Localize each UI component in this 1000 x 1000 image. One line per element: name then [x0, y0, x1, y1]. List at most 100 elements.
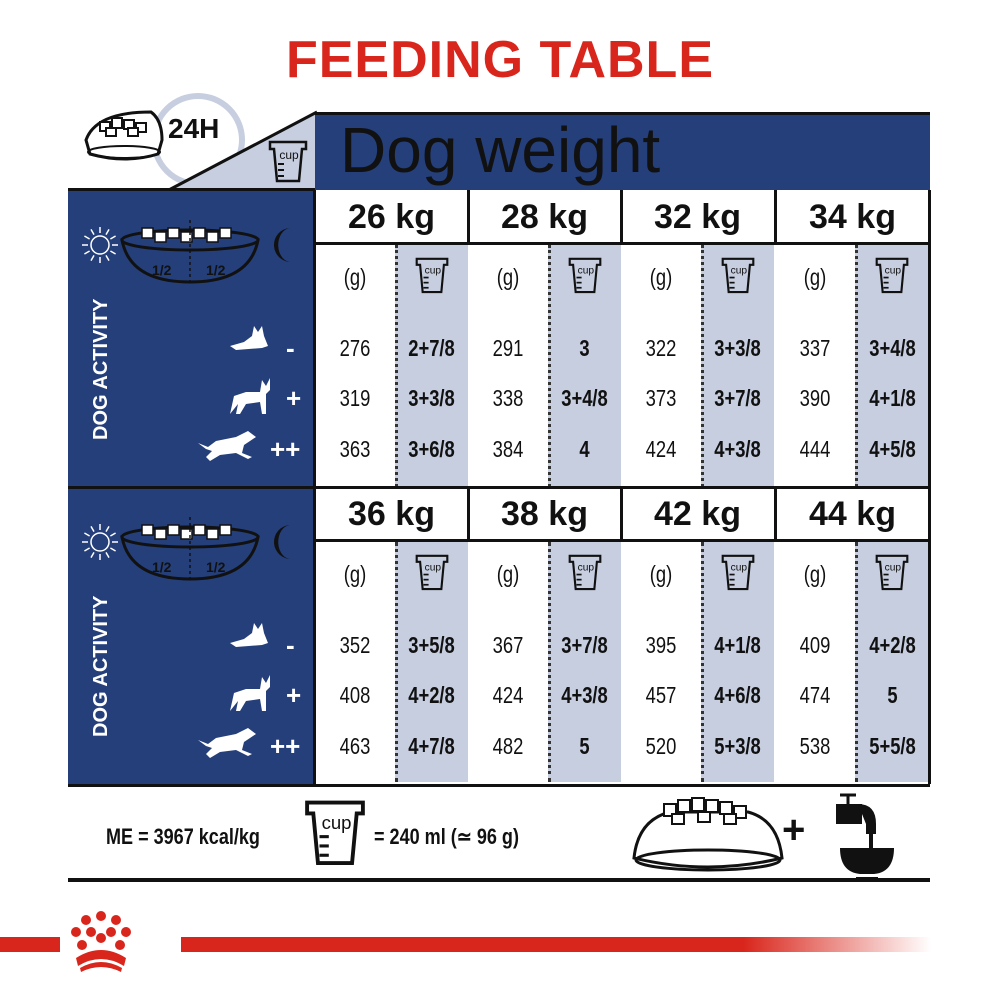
column-divider: [620, 190, 623, 245]
period-label: 24H: [168, 113, 220, 144]
cups-value: 4+6/8: [714, 682, 761, 708]
grams-value: 482: [492, 733, 524, 759]
grams-value: 363: [339, 436, 371, 462]
grams-value: 352: [339, 632, 371, 658]
cups-value: 4: [579, 436, 590, 462]
column-divider: [467, 487, 470, 542]
cup-equivalence: = 240 ml (≃ 96 g): [374, 824, 519, 849]
grams-value: 338: [492, 385, 524, 411]
grams-value: 384: [492, 436, 524, 462]
grams-value: 538: [799, 733, 831, 759]
svg-text:cup: cup: [279, 148, 299, 162]
cup-icon: cup: [415, 553, 449, 596]
column-divider: [620, 487, 623, 542]
column-divider: [313, 190, 316, 487]
svg-text:cup: cup: [578, 562, 595, 573]
dog-weight-header: [315, 112, 930, 191]
cups-value: 5+3/8: [714, 733, 761, 759]
dog-weight-label: Dog weight: [340, 114, 661, 186]
grams-unit-label: (g): [649, 264, 673, 290]
weight-header-cell: 38 kg: [468, 487, 621, 542]
grams-unit-label: (g): [496, 264, 520, 290]
corner-diagonal: [164, 110, 318, 194]
cups-value: 3: [579, 335, 590, 361]
food-bowl-icon: [632, 797, 784, 872]
grams-value: 424: [492, 682, 524, 708]
column-divider: [313, 487, 316, 784]
svg-text:cup: cup: [425, 265, 442, 276]
cup-subcolumn: [395, 245, 468, 487]
cups-value: 3+7/8: [714, 385, 761, 411]
cup-subcolumn: [855, 542, 930, 782]
cups-value: 3+3/8: [714, 335, 761, 361]
dog-activity-label: DOG ACTIVITY: [90, 595, 112, 737]
weight-header-cell: 26 kg: [315, 190, 468, 245]
cups-value: 3+3/8: [408, 385, 455, 411]
cups-value: 4+2/8: [408, 682, 455, 708]
svg-text:cup: cup: [425, 562, 442, 573]
dog-activity-level-icon: [230, 326, 268, 350]
cup-subcolumn: [548, 245, 621, 487]
svg-text:cup: cup: [885, 265, 902, 276]
brand-bar: [181, 937, 931, 952]
cup-icon: cup: [268, 138, 308, 189]
svg-text:cup: cup: [322, 812, 352, 833]
grams-value: 322: [645, 335, 677, 361]
dog-activity-level-icon: [230, 675, 270, 711]
grams-value: 291: [492, 335, 524, 361]
half-portion-label: 1/2: [152, 559, 172, 575]
weight-header-cell: 36 kg: [315, 487, 468, 542]
column-divider: [928, 487, 931, 784]
cup-icon: cup: [415, 256, 449, 299]
day-night-bowl-icon: [82, 220, 292, 286]
grams-value: 463: [339, 733, 371, 759]
svg-text:cup: cup: [731, 562, 748, 573]
cup-subcolumn: [701, 542, 774, 782]
grams-value: 373: [645, 385, 677, 411]
cups-value: 3+5/8: [408, 632, 455, 658]
cup-icon: cup: [304, 796, 366, 873]
day-night-bowl-icon: [82, 517, 292, 583]
svg-text:cup: cup: [731, 265, 748, 276]
half-portion-label: 1/2: [152, 262, 172, 278]
plus-sign: +: [782, 808, 806, 852]
cup-icon: cup: [568, 553, 602, 596]
grams-value: 337: [799, 335, 831, 361]
cup-subcolumn: [701, 245, 774, 487]
cup-subcolumn: [855, 245, 930, 487]
dog-activity-level-icon: [230, 623, 268, 647]
activity-level-sign: ++: [270, 731, 301, 761]
grams-value: 409: [799, 632, 831, 658]
grams-value: 424: [645, 436, 677, 462]
cup-icon: cup: [721, 553, 755, 596]
grams-unit-label: (g): [343, 561, 367, 587]
page-title: FEEDING TABLE: [285, 31, 715, 89]
energy-value: ME = 3967 kcal/kg: [106, 824, 260, 849]
cups-value: 5: [887, 682, 898, 708]
cups-value: 4+7/8: [408, 733, 455, 759]
grams-value: 276: [339, 335, 371, 361]
cups-value: 4+3/8: [561, 682, 608, 708]
water-tap-icon: [836, 793, 894, 879]
cups-value: 3+6/8: [408, 436, 455, 462]
half-portion-label: 1/2: [206, 559, 226, 575]
cups-value: 3+4/8: [869, 335, 916, 361]
cup-icon: cup: [568, 256, 602, 299]
grams-value: 390: [799, 385, 831, 411]
divider: [68, 486, 930, 489]
cups-value: 4+5/8: [869, 436, 916, 462]
grams-unit-label: (g): [649, 561, 673, 587]
activity-level-sign: -: [286, 630, 295, 660]
royal-canin-logo: [71, 911, 131, 972]
weight-header-cell: 32 kg: [621, 190, 774, 245]
divider: [68, 878, 930, 882]
grams-value: 408: [339, 682, 371, 708]
cup-subcolumn: [395, 542, 468, 782]
weight-header-cell: 34 kg: [775, 190, 930, 245]
cups-value: 4+2/8: [869, 632, 916, 658]
grams-value: 367: [492, 632, 524, 658]
dog-activity-level-icon: [198, 728, 256, 758]
divider: [68, 188, 315, 191]
cups-value: 4+1/8: [869, 385, 916, 411]
activity-level-sign: -: [286, 333, 295, 363]
